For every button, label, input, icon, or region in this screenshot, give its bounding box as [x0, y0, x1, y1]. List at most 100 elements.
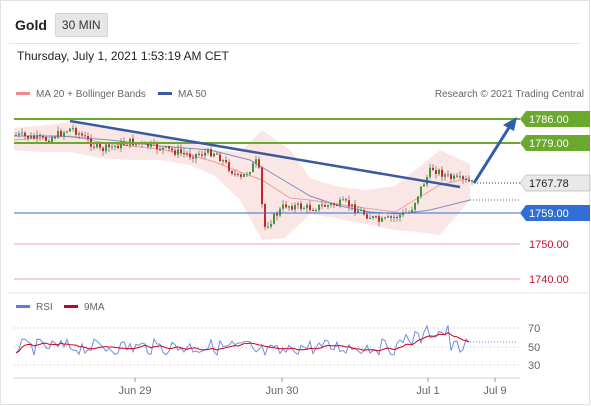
- candle-body: [180, 149, 182, 153]
- candle-body: [369, 218, 371, 220]
- candle-body: [447, 174, 449, 176]
- x-label-jul9: Jul 9: [483, 385, 506, 397]
- candle-body: [36, 135, 38, 139]
- candle-body: [303, 208, 305, 210]
- candle-body: [351, 204, 353, 207]
- candle-body: [69, 128, 71, 132]
- rsi-ma-line: [15, 331, 470, 354]
- candle-body: [165, 146, 167, 148]
- level-label-1740: 1740.00: [529, 274, 569, 286]
- rsi-legend-swatch: [16, 305, 30, 308]
- rsi-ma-legend-label: 9MA: [84, 302, 105, 313]
- candle-body: [21, 132, 23, 134]
- candle-body: [162, 147, 164, 150]
- candle-body: [186, 153, 188, 155]
- trend-line: [69, 119, 461, 189]
- rsi-label-70: 70: [528, 323, 540, 335]
- candle-body: [63, 132, 65, 136]
- candle-body: [375, 216, 377, 218]
- candle-body: [441, 169, 443, 177]
- candle-body: [114, 145, 116, 147]
- candle-body: [240, 174, 242, 177]
- rsi-line: [15, 324, 470, 357]
- candle-body: [48, 140, 50, 143]
- candle-body: [42, 136, 44, 138]
- candle-body: [309, 204, 311, 211]
- candle-body: [378, 216, 380, 222]
- candle-body: [456, 175, 458, 177]
- candle-body: [360, 210, 362, 212]
- candle-body: [126, 144, 128, 146]
- candle-body: [57, 130, 59, 138]
- candle-body: [354, 204, 356, 213]
- candle-body: [393, 217, 395, 219]
- candle-body: [285, 204, 287, 208]
- asset-title: Gold: [15, 17, 47, 33]
- ma20-legend-label: MA 20 + Bollinger Bands: [36, 89, 146, 100]
- header-divider: [9, 43, 581, 44]
- candle-body: [99, 143, 101, 148]
- candle-body: [159, 149, 161, 151]
- candle-body: [276, 213, 278, 216]
- forecast-arrow: [472, 125, 512, 184]
- candle-body: [171, 148, 173, 151]
- candle-body: [444, 174, 446, 177]
- candle-body: [201, 154, 203, 156]
- candle-body: [156, 142, 158, 150]
- candle-body: [177, 149, 179, 155]
- candle-body: [168, 146, 170, 149]
- candle-body: [264, 204, 266, 227]
- candle-body: [87, 136, 89, 139]
- candle-body: [66, 131, 68, 133]
- candle-body: [372, 216, 374, 219]
- candle-body: [450, 174, 452, 179]
- candle-body: [243, 174, 245, 177]
- svg-text:1779.00: 1779.00: [529, 138, 569, 150]
- candle-body: [15, 134, 17, 136]
- candle-body: [300, 203, 302, 209]
- candle-body: [324, 205, 326, 207]
- candle-body: [327, 205, 329, 207]
- candle-body: [54, 137, 56, 139]
- candle-body: [207, 149, 209, 153]
- candle-body: [306, 204, 308, 209]
- candle-body: [231, 170, 233, 174]
- candle-body: [204, 152, 206, 156]
- chart-timestamp: Thursday, July 1, 2021 1:53:19 AM CET: [17, 49, 229, 63]
- candle-body: [294, 204, 296, 210]
- rsi-label-30: 30: [528, 360, 540, 372]
- candle-body: [213, 153, 215, 157]
- candle-body: [348, 200, 350, 207]
- candle-body: [198, 153, 200, 155]
- candle-body: [132, 138, 134, 146]
- candle-body: [45, 137, 47, 141]
- candle-body: [27, 135, 29, 139]
- candle-body: [459, 176, 461, 178]
- candle-body: [267, 226, 269, 228]
- candle-body: [120, 141, 122, 149]
- candle-body: [72, 128, 74, 130]
- candle-body: [366, 214, 368, 219]
- price-candles: [15, 124, 473, 230]
- timeframe-badge[interactable]: 30 MIN: [54, 13, 108, 37]
- candle-body: [60, 130, 62, 136]
- candle-body: [411, 209, 413, 213]
- candle-body: [423, 184, 425, 187]
- rsi-legend-label: RSI: [36, 302, 53, 313]
- candle-body: [117, 145, 119, 149]
- candle-body: [222, 160, 224, 162]
- svg-text:1767.78: 1767.78: [529, 178, 569, 190]
- candle-body: [234, 173, 236, 175]
- candle-body: [225, 160, 227, 163]
- candle-body: [435, 170, 437, 174]
- x-label-jul1: Jul 1: [416, 385, 439, 397]
- candle-body: [216, 153, 218, 155]
- candle-body: [24, 132, 26, 136]
- candle-body: [468, 179, 470, 182]
- candle-body: [174, 150, 176, 155]
- candle-body: [273, 213, 275, 224]
- candle-body: [438, 169, 440, 174]
- candle-body: [363, 210, 365, 215]
- candle-body: [246, 174, 248, 176]
- candle-body: [255, 159, 257, 164]
